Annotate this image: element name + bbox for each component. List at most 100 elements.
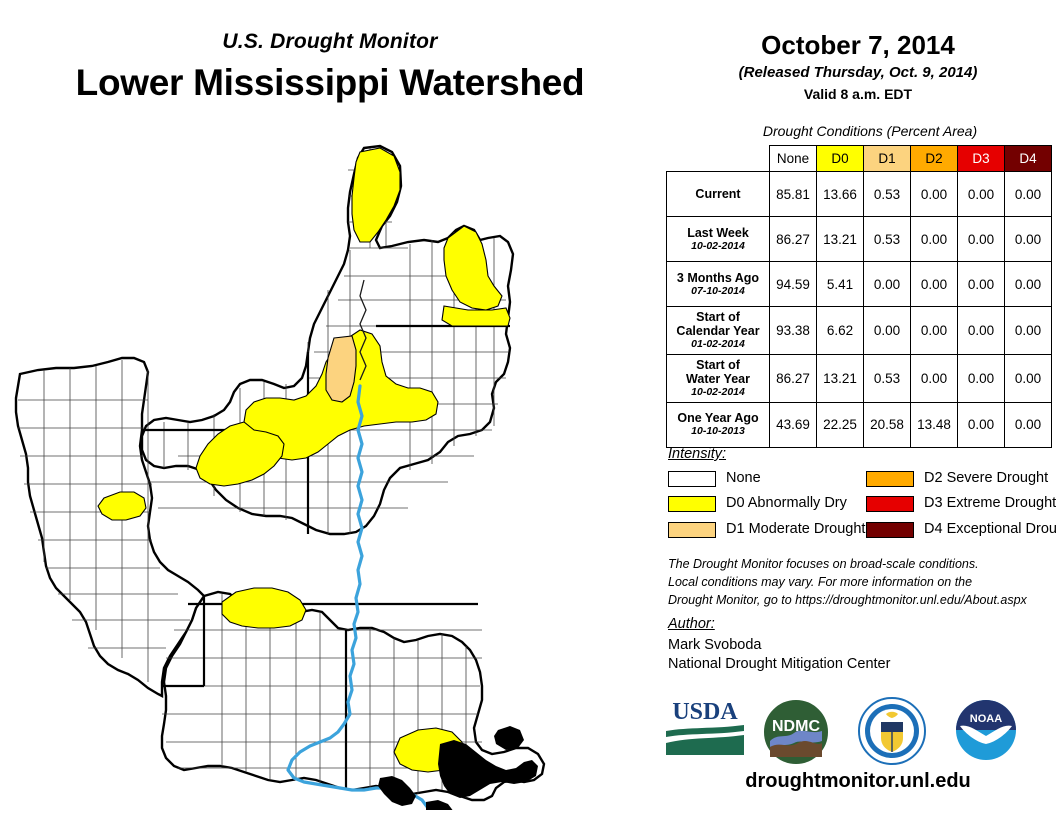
program-subtitle: U.S. Drought Monitor bbox=[222, 30, 438, 53]
row-date: 01-02-2014 bbox=[691, 338, 745, 350]
cell-3-months-d1: 0.00 bbox=[863, 261, 911, 307]
author-organization: National Drought Mitigation Center bbox=[668, 656, 891, 672]
row-label-text: One Year Ago bbox=[677, 411, 759, 426]
legend-swatch-d3 bbox=[866, 496, 914, 512]
cell-one-year-d2: 13.48 bbox=[910, 401, 958, 448]
legend-label-none: None bbox=[726, 470, 761, 486]
river-meander bbox=[359, 279, 367, 381]
cell-water-d2: 0.00 bbox=[910, 353, 958, 403]
column-header-d2: D2 bbox=[910, 145, 958, 172]
row-label-start-water-year: Start of Water Year 10-02-2014 bbox=[666, 353, 770, 403]
row-date: 10-10-2013 bbox=[691, 425, 745, 438]
cell-last-week-d2: 0.00 bbox=[910, 216, 958, 262]
release-date: (Released Thursday, Oct. 9, 2014) bbox=[738, 64, 978, 81]
ndmc-wordmark: NDMC bbox=[772, 718, 820, 735]
table-body: Current 85.81 13.66 0.53 0.00 0.00 0.00 … bbox=[666, 171, 1052, 448]
row-label-text: 3 Months Ago bbox=[676, 270, 760, 285]
table-row-current: Current 85.81 13.66 0.53 0.00 0.00 0.00 bbox=[666, 171, 1052, 217]
cell-3-months-d4: 0.00 bbox=[1004, 261, 1052, 307]
disclaimer-line-1: The Drought Monitor focuses on broad-sca… bbox=[668, 557, 979, 571]
disclaimer-note: The Drought Monitor focuses on broad-sca… bbox=[668, 556, 1048, 609]
table-corner-cell bbox=[667, 146, 770, 172]
cell-last-week-d3: 0.00 bbox=[957, 216, 1005, 262]
d0-patch-north-louisiana bbox=[221, 587, 307, 629]
cell-water-d4: 0.00 bbox=[1004, 353, 1052, 403]
row-label-one-year-ago: One Year Ago 10-10-2013 bbox=[666, 401, 770, 448]
cell-calendar-d4: 0.00 bbox=[1004, 306, 1052, 355]
website-url[interactable]: droughtmonitor.unl.edu bbox=[745, 770, 971, 792]
cell-last-week-none: 86.27 bbox=[769, 216, 817, 262]
table-row-3-months-ago: 3 Months Ago 07-10-2014 94.59 5.41 0.00 … bbox=[666, 261, 1052, 307]
legend-swatch-d4 bbox=[866, 522, 914, 538]
cell-current-d3: 0.00 bbox=[957, 171, 1005, 217]
legend-label-d1: D1 Moderate Drought bbox=[726, 521, 866, 537]
cell-calendar-d2: 0.00 bbox=[910, 306, 958, 355]
noaa-wordmark: NOAA bbox=[970, 713, 1002, 725]
row-label-text: Last Week bbox=[687, 225, 749, 240]
noaa-logo[interactable]: NOAA bbox=[950, 694, 1022, 771]
ndmc-logo[interactable]: NDMC bbox=[760, 697, 832, 772]
drought-map[interactable] bbox=[8, 130, 658, 816]
cell-3-months-d0: 5.41 bbox=[816, 261, 864, 307]
legend-label-d2: D2 Severe Drought bbox=[924, 470, 1049, 486]
d0-patch-west-wedge bbox=[195, 421, 285, 487]
table-caption: Drought Conditions (Percent Area) bbox=[762, 123, 978, 139]
row-label-current: Current bbox=[666, 171, 770, 217]
table-row-start-water-year: Start of Water Year 10-02-2014 86.27 13.2… bbox=[666, 353, 1052, 403]
cell-3-months-d2: 0.00 bbox=[910, 261, 958, 307]
cell-3-months-none: 94.59 bbox=[769, 261, 817, 307]
legend-label-d0: D0 Abnormally Dry bbox=[726, 495, 847, 511]
legend-swatch-d0 bbox=[668, 496, 716, 512]
legend-title: Intensity: bbox=[668, 446, 727, 462]
column-header-d1: D1 bbox=[863, 145, 911, 172]
legend-swatch-d2 bbox=[866, 471, 914, 487]
column-header-d3: D3 bbox=[957, 145, 1005, 172]
row-label-text: Start of Water Year bbox=[686, 357, 750, 386]
row-date: 10-02-2014 bbox=[691, 239, 745, 252]
column-header-d0: D0 bbox=[816, 145, 864, 172]
table-row-last-week: Last Week 10-02-2014 86.27 13.21 0.53 0.… bbox=[666, 216, 1052, 262]
map-svg bbox=[14, 144, 546, 816]
cell-current-d2: 0.00 bbox=[910, 171, 958, 217]
cell-calendar-d0: 6.62 bbox=[816, 306, 864, 355]
cell-one-year-d1: 20.58 bbox=[863, 401, 911, 448]
row-label-text: Start of Calendar Year bbox=[676, 310, 760, 338]
row-date: 07-10-2014 bbox=[691, 284, 745, 297]
usda-logo[interactable]: USDA bbox=[662, 697, 748, 764]
d1-patch-central-arkansas bbox=[325, 335, 357, 403]
disclaimer-line-3: Drought Monitor, go to https://droughtmo… bbox=[668, 592, 1027, 607]
cell-last-week-d0: 13.21 bbox=[816, 216, 864, 262]
valid-time: Valid 8 a.m. EDT bbox=[803, 86, 913, 102]
report-date: October 7, 2014 bbox=[761, 30, 955, 60]
cell-one-year-d0: 22.25 bbox=[816, 401, 864, 448]
disclaimer-line-2: Local conditions may vary. For more info… bbox=[668, 574, 973, 589]
row-label-start-calendar-year: Start of Calendar Year 01-02-2014 bbox=[666, 306, 770, 355]
row-label-3-months-ago: 3 Months Ago 07-10-2014 bbox=[666, 261, 770, 307]
d0-patch-north bbox=[351, 147, 401, 243]
cell-last-week-d1: 0.53 bbox=[863, 216, 911, 262]
usdc-seal[interactable] bbox=[855, 694, 929, 773]
cell-current-none: 85.81 bbox=[769, 171, 817, 217]
cell-one-year-d3: 0.00 bbox=[957, 401, 1005, 448]
legend-swatch-d1 bbox=[668, 522, 716, 538]
cell-water-d3: 0.00 bbox=[957, 353, 1005, 403]
row-label-text: Current bbox=[695, 187, 741, 201]
cell-calendar-none: 93.38 bbox=[769, 306, 817, 355]
cell-water-d0: 13.21 bbox=[816, 353, 864, 403]
cell-3-months-d3: 0.00 bbox=[957, 261, 1005, 307]
row-date: 10-02-2014 bbox=[691, 385, 745, 398]
column-header-d4: D4 bbox=[1004, 145, 1052, 172]
table-row-one-year-ago: One Year Ago 10-10-2013 43.69 22.25 20.5… bbox=[666, 401, 1052, 448]
legend-label-d3: D3 Extreme Drought bbox=[924, 495, 1056, 511]
legend-label-d4: D4 Exceptional Drought bbox=[924, 521, 1056, 537]
d0-patch-tn-strip bbox=[441, 305, 511, 327]
legend-swatch-none bbox=[668, 471, 716, 487]
table-row-start-calendar-year: Start of Calendar Year 01-02-2014 93.38 6… bbox=[666, 306, 1052, 355]
d0-patch-northeast bbox=[443, 225, 503, 311]
d1-areas bbox=[325, 335, 357, 403]
cell-one-year-none: 43.69 bbox=[769, 401, 817, 448]
cell-one-year-d4: 0.00 bbox=[1004, 401, 1052, 448]
cell-last-week-d4: 0.00 bbox=[1004, 216, 1052, 262]
table-header-row: None D0 D1 D2 D3 D4 bbox=[667, 145, 1052, 172]
row-label-last-week: Last Week 10-02-2014 bbox=[666, 216, 770, 262]
